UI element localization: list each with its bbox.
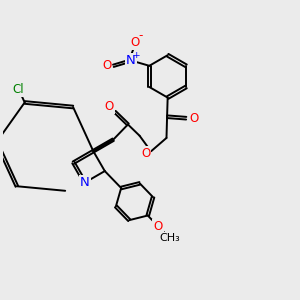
Text: N: N <box>126 54 136 67</box>
Text: O: O <box>141 147 151 160</box>
Text: +: + <box>132 51 140 60</box>
Text: O: O <box>141 148 150 161</box>
Text: -: - <box>138 29 143 42</box>
Text: O: O <box>189 112 198 125</box>
Text: O: O <box>102 59 112 72</box>
Text: CH₃: CH₃ <box>159 233 180 243</box>
Text: O: O <box>130 36 139 49</box>
Text: O: O <box>104 100 114 113</box>
Text: N: N <box>80 176 90 189</box>
Text: O: O <box>153 220 163 232</box>
Text: Cl: Cl <box>13 82 24 96</box>
